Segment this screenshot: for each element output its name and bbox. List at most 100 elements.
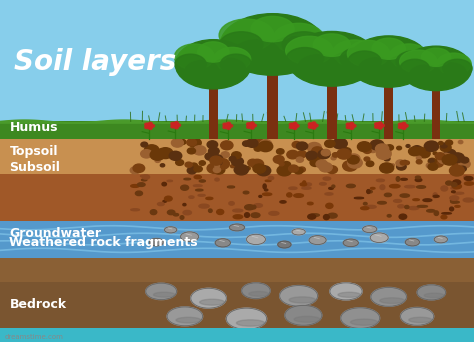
Circle shape (428, 163, 438, 170)
Ellipse shape (242, 283, 270, 299)
Ellipse shape (398, 205, 404, 208)
Circle shape (297, 151, 307, 158)
Ellipse shape (217, 209, 224, 214)
Ellipse shape (361, 207, 369, 210)
Ellipse shape (363, 226, 377, 233)
Circle shape (429, 162, 433, 165)
Ellipse shape (340, 48, 377, 70)
Circle shape (402, 127, 406, 130)
Ellipse shape (454, 192, 464, 194)
Ellipse shape (329, 52, 370, 77)
Ellipse shape (167, 307, 203, 326)
Ellipse shape (233, 40, 280, 68)
Ellipse shape (268, 176, 273, 180)
Circle shape (293, 127, 297, 130)
Ellipse shape (446, 181, 452, 185)
Circle shape (130, 167, 140, 174)
Circle shape (296, 157, 303, 162)
Circle shape (384, 156, 390, 161)
Bar (0, 139, 474, 174)
Circle shape (374, 126, 378, 128)
Text: Bedrock: Bedrock (9, 298, 67, 311)
Circle shape (438, 142, 443, 145)
Circle shape (234, 165, 248, 175)
Circle shape (376, 149, 391, 159)
Circle shape (312, 127, 316, 129)
Ellipse shape (176, 317, 201, 323)
Ellipse shape (400, 50, 437, 74)
Circle shape (171, 125, 174, 128)
Ellipse shape (405, 206, 409, 209)
Circle shape (289, 126, 293, 129)
Ellipse shape (370, 233, 388, 242)
Circle shape (291, 123, 297, 128)
Bar (327, 77, 337, 139)
Circle shape (346, 126, 350, 129)
Circle shape (404, 161, 410, 165)
Circle shape (279, 162, 284, 166)
Circle shape (174, 126, 178, 129)
Ellipse shape (442, 213, 451, 214)
Ellipse shape (286, 48, 323, 70)
Circle shape (229, 156, 236, 161)
Ellipse shape (175, 40, 251, 89)
Circle shape (446, 140, 453, 145)
Ellipse shape (264, 189, 268, 191)
Circle shape (364, 148, 371, 154)
Ellipse shape (174, 44, 214, 70)
Circle shape (292, 142, 301, 148)
Circle shape (187, 167, 197, 174)
Circle shape (287, 150, 299, 159)
Circle shape (215, 164, 219, 167)
Circle shape (321, 149, 330, 156)
Ellipse shape (417, 186, 426, 188)
Ellipse shape (167, 180, 173, 182)
Ellipse shape (371, 287, 406, 306)
Ellipse shape (380, 185, 385, 189)
Circle shape (277, 166, 292, 176)
Ellipse shape (380, 298, 405, 303)
Ellipse shape (390, 184, 400, 188)
Ellipse shape (292, 229, 305, 235)
Circle shape (370, 140, 384, 150)
Circle shape (375, 144, 389, 154)
Bar (0, 121, 474, 139)
Circle shape (150, 149, 165, 160)
Circle shape (258, 141, 273, 152)
Ellipse shape (323, 177, 331, 180)
Circle shape (253, 124, 256, 127)
Ellipse shape (433, 195, 439, 197)
Text: Topsoil: Topsoil (9, 145, 58, 158)
Text: Groundwater: Groundwater (9, 227, 101, 240)
Circle shape (418, 149, 430, 158)
Circle shape (227, 122, 230, 125)
Circle shape (250, 122, 254, 124)
Bar (0, 123, 474, 139)
Ellipse shape (367, 189, 370, 194)
Circle shape (307, 153, 319, 161)
Circle shape (248, 123, 255, 128)
Circle shape (159, 150, 167, 156)
Ellipse shape (220, 54, 252, 75)
Circle shape (253, 139, 265, 148)
Circle shape (402, 160, 407, 164)
Ellipse shape (181, 185, 189, 190)
Ellipse shape (410, 65, 441, 85)
Ellipse shape (348, 36, 429, 87)
Circle shape (282, 161, 291, 168)
Circle shape (442, 155, 457, 165)
Ellipse shape (450, 196, 459, 200)
Circle shape (314, 124, 318, 127)
Circle shape (347, 123, 354, 128)
Ellipse shape (196, 189, 203, 191)
Ellipse shape (405, 238, 419, 246)
Circle shape (435, 153, 445, 160)
Ellipse shape (146, 283, 176, 300)
Ellipse shape (405, 185, 415, 188)
Circle shape (400, 161, 406, 165)
Circle shape (160, 164, 164, 167)
Ellipse shape (198, 42, 229, 62)
Ellipse shape (409, 207, 419, 210)
Circle shape (210, 156, 222, 165)
Circle shape (433, 152, 437, 155)
